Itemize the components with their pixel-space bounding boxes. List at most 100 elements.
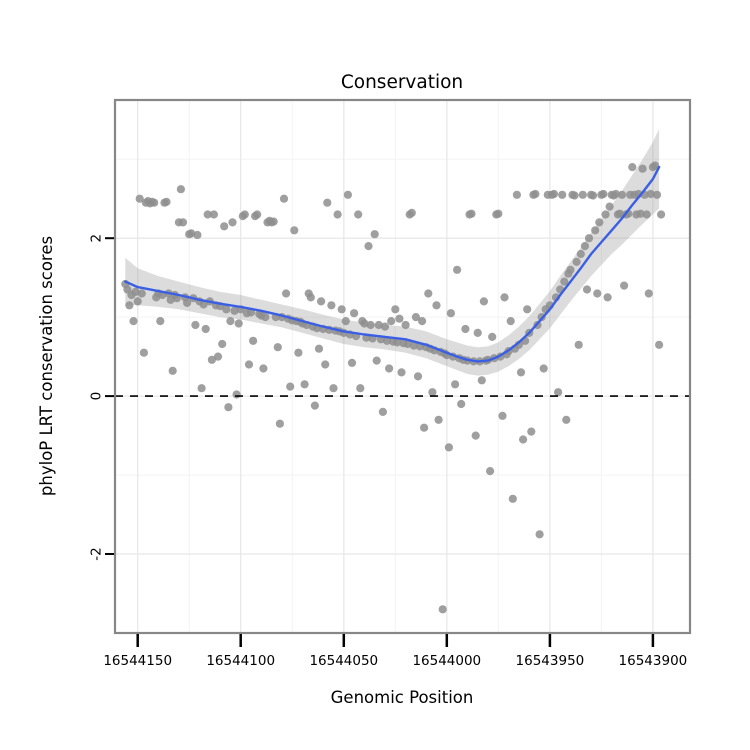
data-point [636, 209, 645, 218]
data-point [372, 356, 381, 365]
data-point [230, 306, 239, 315]
scatter-points [121, 161, 666, 614]
data-point [527, 427, 536, 436]
data-point [244, 360, 254, 369]
data-point [549, 189, 559, 199]
data-point [500, 293, 509, 302]
data-point [333, 210, 342, 219]
data-point [282, 289, 291, 298]
data-point [572, 257, 581, 266]
data-point [327, 301, 336, 310]
data-point [395, 314, 404, 323]
data-point [191, 320, 200, 330]
x-tick-label: 16543900 [619, 653, 688, 669]
data-point [420, 423, 429, 432]
data-point [275, 419, 284, 428]
data-point [409, 341, 418, 350]
data-point [125, 301, 134, 310]
data-point [479, 297, 488, 306]
data-point [498, 411, 507, 420]
data-point [582, 285, 592, 294]
data-point [434, 415, 443, 424]
y-tick-label: -2 [89, 547, 105, 560]
data-point [207, 355, 216, 364]
data-point [310, 401, 319, 410]
data-point [360, 319, 369, 328]
data-point [232, 390, 241, 399]
y-axis: -2 0 2 [89, 234, 114, 561]
data-point [135, 194, 144, 203]
data-point [139, 348, 148, 357]
data-point [290, 226, 299, 235]
data-point [603, 293, 612, 302]
data-point [444, 443, 453, 452]
data-point [354, 210, 363, 219]
data-point [554, 388, 563, 397]
data-point [321, 360, 330, 369]
data-point [228, 218, 237, 227]
data-point [131, 287, 140, 296]
data-point [234, 319, 243, 328]
data-point [306, 293, 315, 302]
data-point [453, 265, 462, 274]
data-point [337, 305, 346, 314]
data-point [391, 305, 400, 314]
data-point [222, 305, 231, 314]
data-point [199, 300, 208, 309]
data-point [350, 309, 359, 318]
data-point [531, 189, 540, 199]
data-point [407, 208, 416, 217]
data-point [595, 218, 604, 227]
panel-border [113, 98, 692, 635]
data-point [343, 190, 352, 199]
data-point [129, 317, 138, 326]
data-point [580, 242, 590, 251]
data-point [314, 344, 324, 353]
data-point [418, 317, 427, 326]
data-point [428, 388, 437, 397]
data-point [646, 189, 655, 199]
data-point [259, 364, 268, 373]
data-point [253, 210, 262, 219]
data-point [220, 222, 229, 231]
data-point [438, 605, 447, 614]
chart-title: Conservation [341, 72, 463, 93]
data-point [323, 198, 332, 207]
data-point [261, 313, 270, 322]
plot-panel [115, 100, 690, 633]
data-point [566, 265, 575, 274]
data-point [473, 328, 482, 337]
data-point [133, 297, 142, 306]
data-point [657, 210, 666, 219]
data-point [461, 324, 470, 334]
data-point [655, 340, 664, 349]
data-point [432, 301, 441, 310]
data-point [560, 277, 569, 286]
data-point [650, 161, 660, 170]
data-point [300, 380, 309, 389]
data-point [286, 382, 295, 391]
data-point [523, 305, 532, 314]
data-point [574, 340, 583, 349]
data-point [486, 467, 495, 476]
data-point [599, 189, 608, 199]
data-point [488, 332, 497, 341]
data-point [638, 164, 647, 173]
data-point [516, 368, 526, 377]
data-point [620, 281, 629, 290]
data-point [387, 317, 396, 326]
data-point [213, 352, 223, 361]
x-axis: 16544150 16544100 16544050 16544000 16543950… [103, 634, 687, 669]
data-point [364, 242, 373, 251]
data-point [218, 339, 227, 349]
data-point [150, 198, 159, 207]
data-point [397, 368, 406, 377]
data-point [329, 384, 338, 393]
data-point [209, 210, 218, 219]
data-point [366, 320, 375, 330]
data-point [137, 289, 146, 298]
loess-line [124, 165, 661, 363]
data-point [203, 210, 212, 219]
